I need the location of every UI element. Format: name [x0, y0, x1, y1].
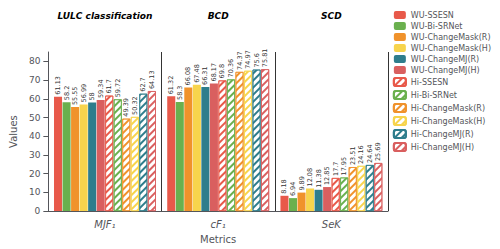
svg-text:50.32: 50.32 — [131, 96, 139, 115]
svg-text:6.94: 6.94 — [289, 182, 297, 196]
svg-text:12.85: 12.85 — [323, 166, 331, 185]
svg-text:58.3: 58.3 — [176, 85, 184, 99]
svg-text:11.38: 11.38 — [315, 169, 323, 188]
svg-text:67.48: 67.48 — [193, 64, 201, 83]
svg-text:75.81: 75.81 — [261, 49, 269, 68]
svg-text:Hi-SSESN: Hi-SSESN — [411, 78, 448, 87]
svg-text:66.31: 66.31 — [201, 66, 209, 85]
svg-text:17.7: 17.7 — [332, 161, 340, 175]
svg-text:LULC classification: LULC classification — [58, 11, 153, 21]
svg-text:Hi-ChangeMask(H): Hi-ChangeMask(H) — [411, 117, 486, 126]
svg-text:56.99: 56.99 — [80, 84, 88, 103]
svg-text:BCD: BCD — [208, 11, 229, 21]
svg-text:23.51: 23.51 — [349, 146, 357, 165]
svg-text:50: 50 — [29, 113, 41, 123]
svg-text:40: 40 — [29, 131, 41, 141]
svg-text:Metrics: Metrics — [200, 234, 236, 245]
svg-text:Hi-ChangeMask(R): Hi-ChangeMask(R) — [411, 104, 485, 113]
svg-text:66.08: 66.08 — [184, 67, 192, 86]
svg-text:25.69: 25.69 — [374, 142, 382, 161]
svg-text:75.6: 75.6 — [253, 53, 261, 67]
svg-text:MJF₁: MJF₁ — [94, 219, 115, 230]
svg-text:WU-Bi-SRNet: WU-Bi-SRNet — [411, 22, 463, 31]
svg-text:59.34: 59.34 — [97, 79, 105, 98]
svg-text:74.37: 74.37 — [236, 51, 244, 70]
svg-text:WU-ChangeMask(H): WU-ChangeMask(H) — [411, 44, 491, 53]
svg-text:20: 20 — [29, 169, 41, 179]
svg-text:17.95: 17.95 — [340, 157, 348, 176]
svg-text:64.13: 64.13 — [148, 70, 156, 89]
svg-text:cF₁: cF₁ — [211, 219, 226, 230]
svg-text:58: 58 — [88, 92, 96, 100]
svg-text:74.97: 74.97 — [244, 50, 252, 69]
svg-text:Values: Values — [8, 115, 19, 148]
svg-text:69.8: 69.8 — [218, 64, 226, 78]
svg-text:9.89: 9.89 — [298, 176, 306, 190]
svg-text:61.13: 61.13 — [54, 76, 62, 95]
svg-text:Hi-ChangeMJ(H): Hi-ChangeMJ(H) — [411, 143, 474, 152]
svg-text:55.55: 55.55 — [71, 87, 79, 106]
svg-text:12.08: 12.08 — [306, 168, 314, 187]
svg-text:WU-ChangeMJ(R): WU-ChangeMJ(R) — [411, 55, 479, 64]
svg-text:0: 0 — [35, 206, 41, 216]
svg-text:SeK: SeK — [322, 219, 343, 230]
svg-text:68.17: 68.17 — [210, 63, 218, 82]
svg-text:58.2: 58.2 — [63, 86, 71, 100]
svg-text:30: 30 — [29, 150, 41, 160]
svg-text:Hi-Bi-SRNet: Hi-Bi-SRNet — [411, 91, 457, 100]
svg-text:80: 80 — [29, 56, 41, 66]
svg-text:24.64: 24.64 — [366, 144, 374, 163]
svg-text:WU-SSESN: WU-SSESN — [411, 11, 454, 20]
svg-text:62.7: 62.7 — [139, 77, 147, 91]
svg-text:10: 10 — [29, 187, 41, 197]
svg-text:8.18: 8.18 — [280, 179, 288, 193]
svg-text:Hi-ChangeMJ(R): Hi-ChangeMJ(R) — [411, 130, 474, 139]
svg-text:60: 60 — [29, 94, 41, 104]
svg-text:WU-ChangeMask(R): WU-ChangeMask(R) — [411, 33, 491, 42]
svg-text:49.39: 49.39 — [122, 98, 130, 117]
svg-text:61.7: 61.7 — [105, 79, 113, 93]
svg-text:WU-ChangeMJ(H): WU-ChangeMJ(H) — [411, 66, 480, 75]
svg-text:70.36: 70.36 — [227, 59, 235, 78]
svg-text:59.72: 59.72 — [114, 79, 122, 98]
svg-text:70: 70 — [29, 75, 41, 85]
svg-text:SCD: SCD — [321, 11, 342, 21]
svg-text:61.32: 61.32 — [167, 76, 175, 95]
svg-text:24.16: 24.16 — [357, 145, 365, 164]
